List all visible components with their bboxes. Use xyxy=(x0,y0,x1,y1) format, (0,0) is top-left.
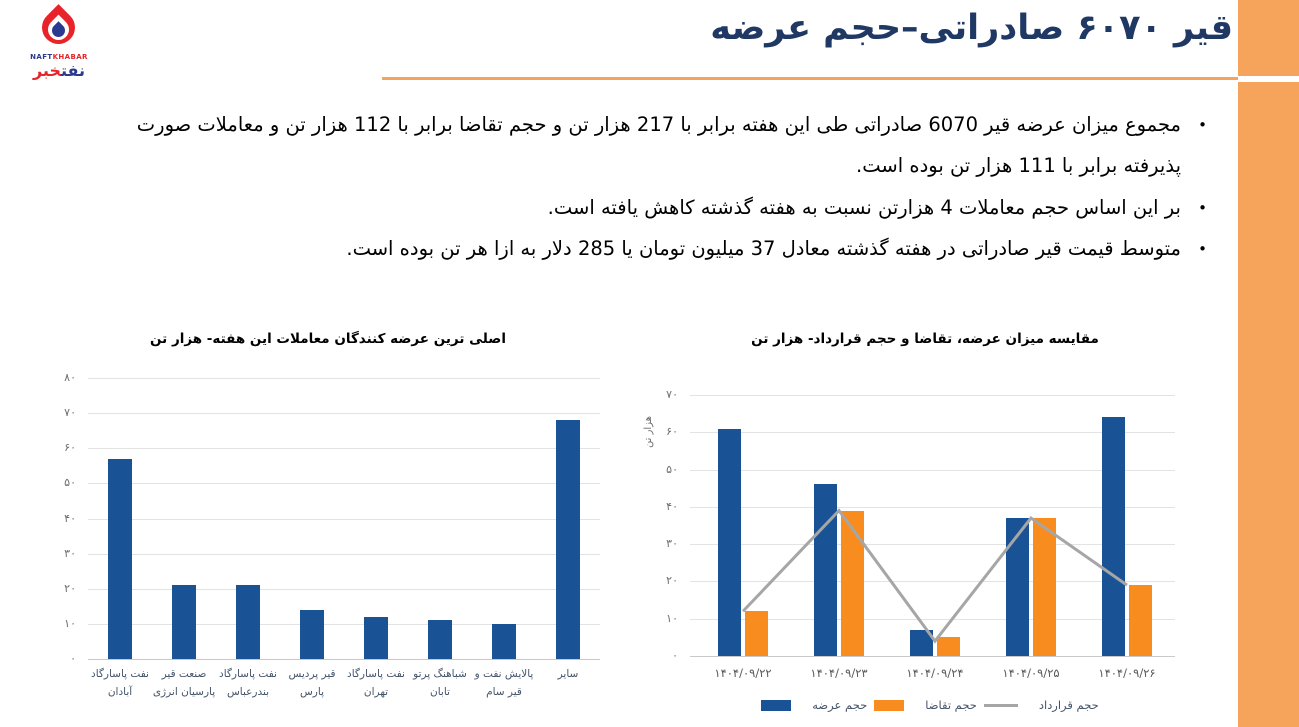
summary-bullets: • مجموع میزان عرضه قیر 6070 صادراتی طی ای… xyxy=(129,104,1207,269)
x-axis-date-label: ۱۴۰۴/۰۹/۲۶ xyxy=(1098,666,1156,680)
naftkhabar-logo: NAFTKHABAR نفتخبر xyxy=(20,4,98,80)
gridline xyxy=(690,506,1175,508)
legend-label: حجم عرضه xyxy=(812,698,868,712)
gridline xyxy=(88,623,600,625)
gridline xyxy=(690,544,1175,546)
legend-line-swatch xyxy=(983,703,1018,707)
x-axis-date-label: ۱۴۰۴/۰۹/۲۵ xyxy=(1002,666,1060,680)
y-tick-label: ۲۰ xyxy=(64,581,76,595)
contract-volume-line xyxy=(741,508,1128,644)
x-axis-category-label: نفت پاسارگاد آبادان xyxy=(91,668,149,699)
supply-bar xyxy=(910,629,933,656)
y-tick-label: ۲۰ xyxy=(666,574,678,588)
supplier-bar xyxy=(364,616,388,659)
bullet-text: بر این اساس حجم معاملات 4 هزارتن نسبت به… xyxy=(547,195,1181,219)
supplier-bar xyxy=(556,420,580,659)
right-chart-title: مقایسه میزان عرضه، تقاضا و حجم قرارداد- … xyxy=(751,331,1099,347)
accent-band-gap xyxy=(1238,76,1299,82)
gridline xyxy=(88,553,600,555)
supplier-bar xyxy=(492,623,516,659)
x-axis-date-label: ۱۴۰۴/۰۹/۲۲ xyxy=(714,666,772,680)
gridline xyxy=(690,581,1175,583)
logo-text-en: NAFTKHABAR xyxy=(30,53,88,61)
gridline xyxy=(88,378,600,379)
x-axis-line xyxy=(88,659,600,660)
bullet-text: متوسط قیمت قیر صادراتی در هفته گذشته معا… xyxy=(346,236,1181,260)
legend-swatch xyxy=(874,699,905,711)
demand-bar xyxy=(1129,585,1152,656)
gridline xyxy=(88,588,600,590)
gridline xyxy=(88,448,600,450)
x-axis-category-label: سایر xyxy=(557,668,579,680)
legend-label: حجم تقاضا xyxy=(925,698,977,712)
gridline xyxy=(690,394,1175,396)
legend-swatch xyxy=(761,699,792,711)
bullet-item: • متوسط قیمت قیر صادراتی در هفته گذشته مع… xyxy=(129,228,1207,269)
y-tick-label: ۶۰ xyxy=(666,425,678,439)
supply-bar xyxy=(1006,518,1029,656)
y-tick-label: ۱۰ xyxy=(64,616,76,630)
y-tick-label: ۷۰ xyxy=(64,406,76,420)
title-underline xyxy=(382,77,1238,80)
y-tick-label: ۰ xyxy=(70,652,76,665)
page-title: قیر ۶۰۷۰ صادراتی–حجم عرضه xyxy=(710,8,1233,48)
right-chart-legend: حجم عرضه حجم تقاضا حجم قرارداد xyxy=(660,698,1200,712)
demand-bar xyxy=(1033,518,1056,656)
flame-icon xyxy=(35,4,82,54)
gridline xyxy=(88,518,600,520)
x-axis-category-label: قیر پردیس پارس xyxy=(288,668,336,699)
gridline xyxy=(690,618,1175,620)
demand-bar xyxy=(745,611,768,656)
gridline xyxy=(690,432,1175,434)
supply-bar xyxy=(718,428,741,656)
left-chart-title: اصلی ترین عرضه کنندگان معاملات این هفته-… xyxy=(150,331,506,347)
right-accent-band xyxy=(1238,0,1299,727)
y-tick-label: ۴۰ xyxy=(64,511,76,525)
y-tick-label: ۵۰ xyxy=(64,476,76,490)
gridline xyxy=(690,469,1175,471)
supplier-bar xyxy=(236,585,260,659)
y-tick-label: ۳۰ xyxy=(666,537,678,551)
supplier-bar xyxy=(300,609,324,659)
logo-text-fa: نفتخبر xyxy=(32,61,86,80)
y-tick-label: ۷۰ xyxy=(666,387,678,401)
demand-bar xyxy=(937,637,960,656)
x-axis-date-label: ۱۴۰۴/۰۹/۲۴ xyxy=(906,666,964,680)
supply-bar xyxy=(814,484,837,656)
supplier-bar xyxy=(108,458,132,659)
gridline xyxy=(88,483,600,485)
y-tick-label: ۱۰ xyxy=(666,611,678,625)
x-axis-date-label: ۱۴۰۴/۰۹/۲۳ xyxy=(810,666,868,680)
x-axis-category-label: صنعت قیر پارسیان انرژی xyxy=(152,668,216,699)
y-tick-label: ۰ xyxy=(672,649,678,662)
bullet-item: • بر این اساس حجم معاملات 4 هزارتن نسبت ب… xyxy=(129,187,1207,228)
y-tick-label: ۶۰ xyxy=(64,441,76,455)
supplier-bar xyxy=(172,585,196,659)
x-axis-category-label: نفت پاسارگاد بندرعباس xyxy=(219,668,277,699)
supplier-bar xyxy=(428,620,452,659)
y-tick-label: ۸۰ xyxy=(64,371,76,384)
gridline xyxy=(88,413,600,415)
bullet-text: مجموع میزان عرضه قیر 6070 صادراتی طی این… xyxy=(136,113,1181,178)
y-tick-label: ۴۰ xyxy=(666,499,678,513)
x-axis-category-label: پالایش نفت و قیر سام xyxy=(474,668,534,699)
bullet-marker: • xyxy=(1198,239,1207,258)
x-axis-category-label: نفت پاسارگاد تهران xyxy=(347,668,405,699)
bullet-item: • مجموع میزان عرضه قیر 6070 صادراتی طی ای… xyxy=(129,104,1207,187)
y-tick-label: ۵۰ xyxy=(666,462,678,476)
demand-bar xyxy=(841,510,864,656)
bullet-marker: • xyxy=(1198,198,1207,217)
legend-label: حجم قرارداد xyxy=(1038,698,1099,712)
x-axis-category-label: شباهنگ پرتو تابان xyxy=(413,668,467,699)
x-axis-line xyxy=(690,656,1175,657)
y-tick-label: ۳۰ xyxy=(64,546,76,560)
supply-bar xyxy=(1102,417,1125,656)
bullet-marker: • xyxy=(1198,116,1207,134)
